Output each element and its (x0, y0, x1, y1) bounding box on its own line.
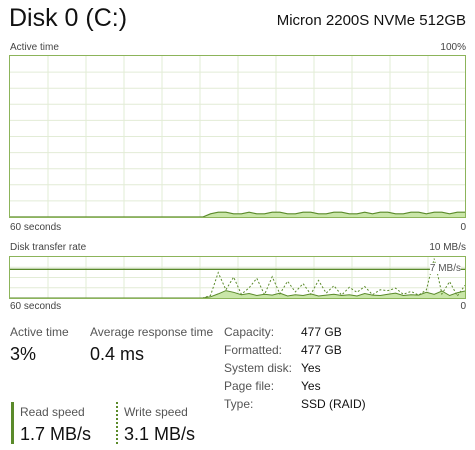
active-time-graph (9, 55, 466, 218)
property-label: Page file: (224, 379, 275, 393)
write-speed-label: Write speed (124, 405, 188, 419)
property-value: 477 GB (301, 325, 342, 339)
property-label: System disk: (224, 361, 293, 375)
property-label: Capacity: (224, 325, 275, 339)
property-row: Type: SSD (RAID) (224, 397, 464, 413)
property-label: Type: (224, 397, 254, 411)
write-speed-indicator (116, 402, 118, 444)
property-value: 477 GB (301, 343, 342, 357)
transfer-rate-right-label: 0 (460, 301, 466, 312)
active-time-area (10, 212, 465, 217)
read-speed-label: Read speed (20, 405, 85, 419)
active-time-right-label: 0 (460, 222, 466, 233)
active-time-svg (10, 56, 465, 217)
avg-response-stat-label: Average response time (90, 325, 214, 339)
transfer-rate-graph: 7 MB/s (9, 256, 466, 299)
property-label: Formatted: (224, 343, 283, 357)
active-time-line (10, 211, 465, 217)
property-row: Formatted: 477 GB (224, 343, 464, 359)
transfer-rate-graph-label: Disk transfer rate (10, 242, 87, 253)
active-time-stat-label: Active time (10, 325, 69, 339)
read-speed-area (10, 290, 465, 298)
disk-model: Micron 2200S NVMe 512GB (276, 12, 466, 29)
page-title: Disk 0 (C:) (9, 4, 128, 32)
transfer-rate-left-label: 60 seconds (10, 301, 62, 312)
transfer-rate-svg (10, 257, 465, 298)
property-value: SSD (RAID) (301, 397, 366, 411)
property-row: System disk: Yes (224, 361, 464, 377)
active-time-max-label: 100% (440, 42, 466, 53)
write-speed-value: 3.1 MB/s (124, 424, 196, 444)
property-row: Capacity: 477 GB (224, 325, 464, 341)
property-value: Yes (301, 379, 321, 393)
active-time-graph-label: Active time (10, 42, 59, 53)
read-speed-indicator (11, 402, 14, 444)
transfer-rate-max-label: 10 MB/s (429, 242, 466, 253)
active-time-stat-value: 3% (10, 344, 37, 364)
read-speed-line (10, 290, 465, 298)
avg-response-stat-value: 0.4 ms (90, 344, 145, 364)
property-row: Page file: Yes (224, 379, 464, 395)
transfer-ref-label: 7 MB/s (429, 263, 461, 274)
property-value: Yes (301, 361, 321, 375)
write-speed-line (10, 258, 465, 298)
read-speed-value: 1.7 MB/s (20, 424, 92, 444)
active-time-left-label: 60 seconds (10, 222, 62, 233)
